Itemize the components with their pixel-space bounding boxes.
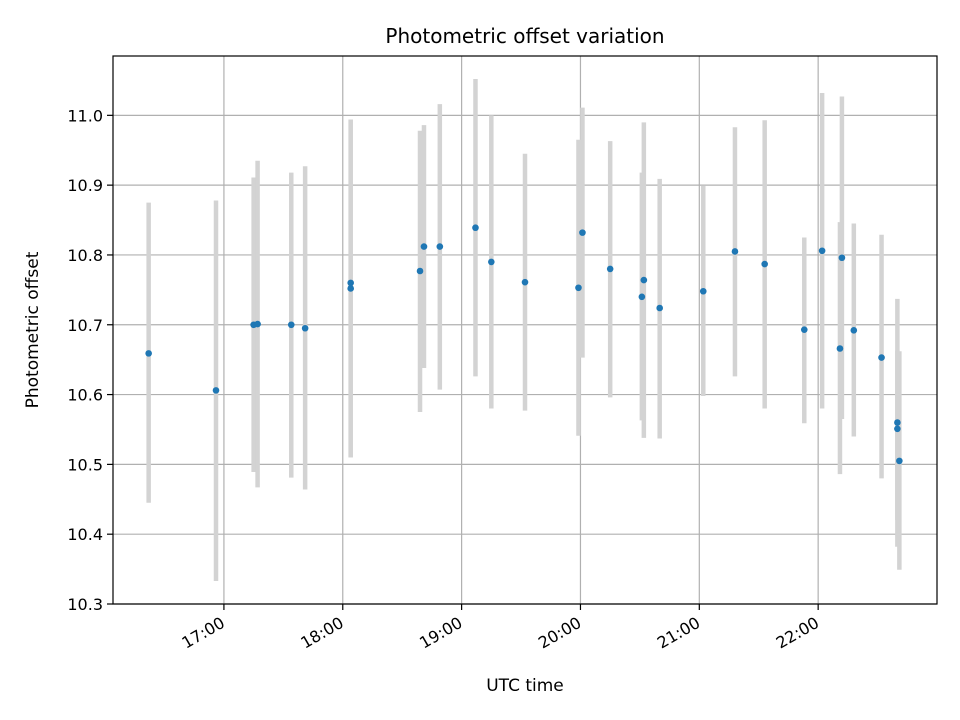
data-point [761, 260, 768, 268]
data-point [606, 265, 614, 273]
data-point [287, 321, 295, 329]
data-point [347, 279, 354, 287]
data-point [301, 324, 309, 332]
y-tick-label: 10.8 [67, 246, 103, 265]
data-point [416, 267, 424, 275]
data-point [818, 247, 826, 255]
data-point [640, 276, 648, 284]
data-points [145, 224, 903, 465]
data-point [579, 229, 586, 236]
data-point [656, 304, 663, 312]
data-point [838, 254, 846, 262]
data-point [212, 387, 220, 394]
data-point [472, 224, 479, 232]
y-axis-label: Photometric offset [23, 251, 43, 408]
y-tick-label: 10.3 [67, 595, 103, 614]
data-point [521, 278, 529, 286]
data-point [420, 243, 428, 250]
data-point [896, 457, 903, 465]
y-tick-label: 10.9 [67, 176, 103, 195]
y-tick-label: 10.6 [67, 386, 103, 405]
plot-frame [112, 55, 938, 605]
y-axis-ticks: 10.3 10.4 10.5 10.6 10.7 10.8 10.9 11.0 [67, 106, 113, 614]
y-tick-label: 11.0 [67, 106, 103, 125]
data-point [145, 350, 152, 357]
data-point [575, 284, 582, 292]
data-point [894, 419, 901, 426]
data-point [488, 258, 495, 266]
data-point [836, 345, 844, 352]
data-point [699, 287, 707, 295]
y-tick-label: 10.5 [67, 455, 103, 474]
data-point [347, 285, 354, 292]
y-tick-label: 10.4 [67, 525, 103, 544]
chart-title: Photometric offset variation [385, 24, 664, 48]
data-point [878, 354, 885, 361]
data-point [850, 327, 858, 334]
data-point [800, 326, 808, 333]
data-point [894, 425, 901, 433]
y-tick-label: 10.7 [67, 316, 103, 335]
data-point [638, 293, 646, 301]
data-point [731, 248, 739, 255]
x-axis-label: UTC time [486, 676, 564, 696]
data-point [436, 243, 444, 250]
data-point [254, 320, 261, 328]
